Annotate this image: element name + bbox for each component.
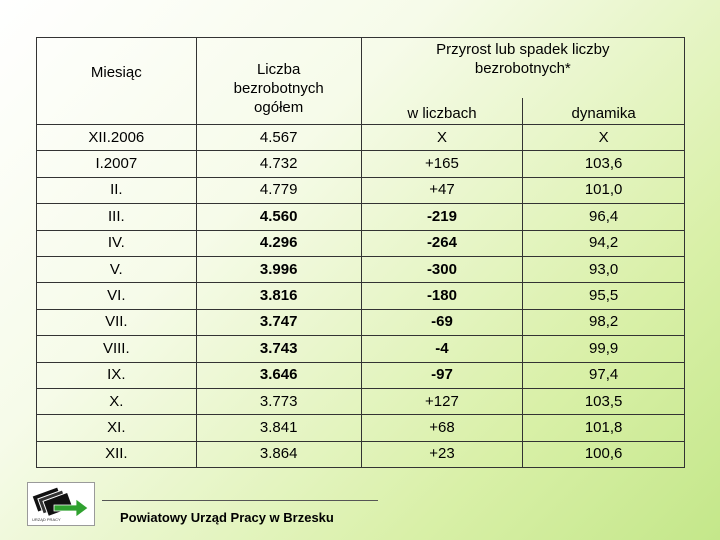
header-count-line-3: ogółem [254, 99, 304, 116]
cell-change: -69 [360, 308, 524, 337]
cell-change: -4 [360, 335, 524, 363]
header-growth-line-2: bezrobotnych* [474, 60, 571, 77]
header-growth: Przyrost lub spadek liczby bezrobotnych* [360, 37, 686, 98]
table-row: IV. 4.296 -264 94,2 [36, 229, 685, 257]
arrow-logo-icon [32, 487, 89, 518]
table-row: XII.2006 4.567 X X [36, 123, 685, 152]
table-row: VII. 3.747 -69 98,2 [36, 308, 685, 337]
cell-dynamics: 101,0 [522, 176, 685, 205]
unemployment-table-container: Miesiąc Liczba bezrobotnych ogółem Przyr… [36, 37, 686, 469]
cell-dynamics: X [522, 123, 685, 152]
cell-change: -264 [360, 229, 524, 257]
table-row: XI. 3.841 +68 101,8 [36, 414, 685, 442]
cell-count: 3.747 [195, 308, 362, 337]
table-row: VIII. 3.743 -4 99,9 [36, 335, 685, 363]
cell-count: 3.816 [195, 282, 362, 310]
cell-month: II. [36, 176, 197, 205]
table-row: X. 3.773 +127 103,5 [36, 387, 685, 416]
header-count-line-2: bezrobotnych [233, 80, 324, 97]
table-row: II. 4.779 +47 101,0 [36, 176, 685, 205]
cell-change: -219 [360, 203, 524, 231]
table-body: XII.2006 4.567 X X I.2007 4.732 +165 103,6 II. 4.… [36, 123, 685, 469]
cell-change: +68 [360, 414, 524, 442]
cell-count: 4.779 [195, 176, 362, 205]
cell-change: X [360, 123, 524, 152]
table-row: III. 4.560 -219 96,4 [36, 203, 685, 231]
cell-dynamics: 101,8 [522, 414, 685, 442]
cell-count: 4.732 [195, 150, 362, 178]
table-row: XII. 3.864 +23 100,6 [36, 440, 685, 469]
table-row: I.2007 4.732 +165 103,6 [36, 150, 685, 178]
cell-count: 3.743 [195, 335, 362, 363]
office-logo: URZĄD PRACY [27, 482, 95, 526]
cell-dynamics: 94,2 [522, 229, 685, 257]
table-row: V. 3.996 -300 93,0 [36, 255, 685, 284]
cell-count: 4.560 [195, 203, 362, 231]
header-count-line-1: Liczba [256, 61, 301, 78]
header-in-numbers: w liczbach [360, 98, 524, 125]
cell-change: -97 [360, 361, 524, 389]
cell-count: 4.567 [195, 123, 362, 152]
cell-dynamics: 99,9 [522, 335, 685, 363]
cell-dynamics: 97,4 [522, 361, 685, 389]
cell-change: +47 [360, 176, 524, 205]
cell-change: -300 [360, 255, 524, 284]
cell-month: XII. [36, 440, 197, 469]
cell-count: 3.773 [195, 387, 362, 416]
cell-count: 3.646 [195, 361, 362, 389]
cell-month: IX. [36, 361, 197, 389]
cell-change: +127 [360, 387, 524, 416]
cell-dynamics: 95,5 [522, 282, 685, 310]
cell-month: I.2007 [36, 150, 197, 178]
cell-change: -180 [360, 282, 524, 310]
footer-office-name: Powiatowy Urząd Pracy w Brzesku [120, 510, 334, 525]
cell-dynamics: 103,5 [522, 387, 685, 416]
cell-change: +23 [360, 440, 524, 469]
cell-change: +165 [360, 150, 524, 178]
cell-month: X. [36, 387, 197, 416]
cell-dynamics: 103,6 [522, 150, 685, 178]
cell-month: IV. [36, 229, 197, 257]
cell-count: 3.841 [195, 414, 362, 442]
cell-dynamics: 98,2 [522, 308, 685, 337]
logo-text: URZĄD PRACY [32, 517, 61, 522]
cell-month: VIII. [36, 335, 197, 363]
cell-dynamics: 93,0 [522, 255, 685, 284]
cell-month: VI. [36, 282, 197, 310]
cell-month: V. [36, 255, 197, 284]
cell-count: 4.296 [195, 229, 362, 257]
header-count: Liczba bezrobotnych ogółem [195, 37, 362, 125]
cell-month: XII.2006 [36, 123, 197, 152]
subheader-row: w liczbach dynamika [37, 98, 685, 125]
cell-count: 3.864 [195, 440, 362, 469]
table-row: VI. 3.816 -180 95,5 [36, 282, 685, 310]
cell-month: XI. [36, 414, 197, 442]
footer-divider [102, 500, 378, 501]
cell-month: VII. [36, 308, 197, 337]
cell-count: 3.996 [195, 255, 362, 284]
header-row: Miesiąc Liczba bezrobotnych ogółem Przyr… [36, 37, 686, 125]
cell-month: III. [36, 203, 197, 231]
header-growth-line-1: Przyrost lub spadek liczby [436, 41, 610, 58]
unemployment-table: Miesiąc Liczba bezrobotnych ogółem Przyr… [36, 37, 686, 469]
table-row: IX. 3.646 -97 97,4 [36, 361, 685, 389]
header-dynamics: dynamika [522, 98, 685, 125]
header-month: Miesiąc [36, 37, 197, 125]
cell-dynamics: 100,6 [522, 440, 685, 469]
cell-dynamics: 96,4 [522, 203, 685, 231]
